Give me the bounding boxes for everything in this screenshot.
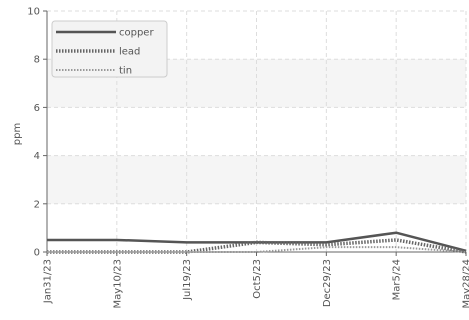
- x-tick-label: May10/23: [112, 259, 123, 309]
- y-tick-label: 4: [34, 151, 40, 162]
- y-tick-label: 6: [34, 103, 40, 114]
- legend: copper lead tin: [51, 20, 168, 78]
- y-tick-label: 8: [34, 55, 40, 66]
- x-tick-label: Jul19/23: [182, 259, 193, 301]
- y-tick-label: 2: [34, 199, 40, 210]
- y-tick-label: 0: [34, 248, 40, 259]
- y-tick-labels: 0 2 4 6 8 10: [27, 7, 40, 259]
- x-tick-label: Mar5/24: [392, 259, 403, 300]
- series-line-tin: [47, 246, 467, 253]
- x-tick-label: Dec29/23: [322, 259, 333, 307]
- x-tick-labels: Jan31/23 May10/23 Jul19/23 Oct5/23 Dec29/23 M…: [43, 259, 469, 309]
- x-tick-label: Oct5/23: [252, 259, 263, 299]
- legend-label-copper: copper: [119, 28, 154, 39]
- x-tick-label: May28/24: [462, 259, 469, 309]
- legend-label-tin: tin: [119, 66, 132, 77]
- x-tick-label: Jan31/23: [43, 259, 54, 304]
- series-lines: [47, 231, 467, 254]
- legend-box: [51, 20, 168, 78]
- y-axis-title: ppm: [12, 123, 23, 145]
- grid-lines: [47, 10, 467, 252]
- y-tick-label: 10: [27, 7, 40, 18]
- legend-label-lead: lead: [119, 47, 140, 58]
